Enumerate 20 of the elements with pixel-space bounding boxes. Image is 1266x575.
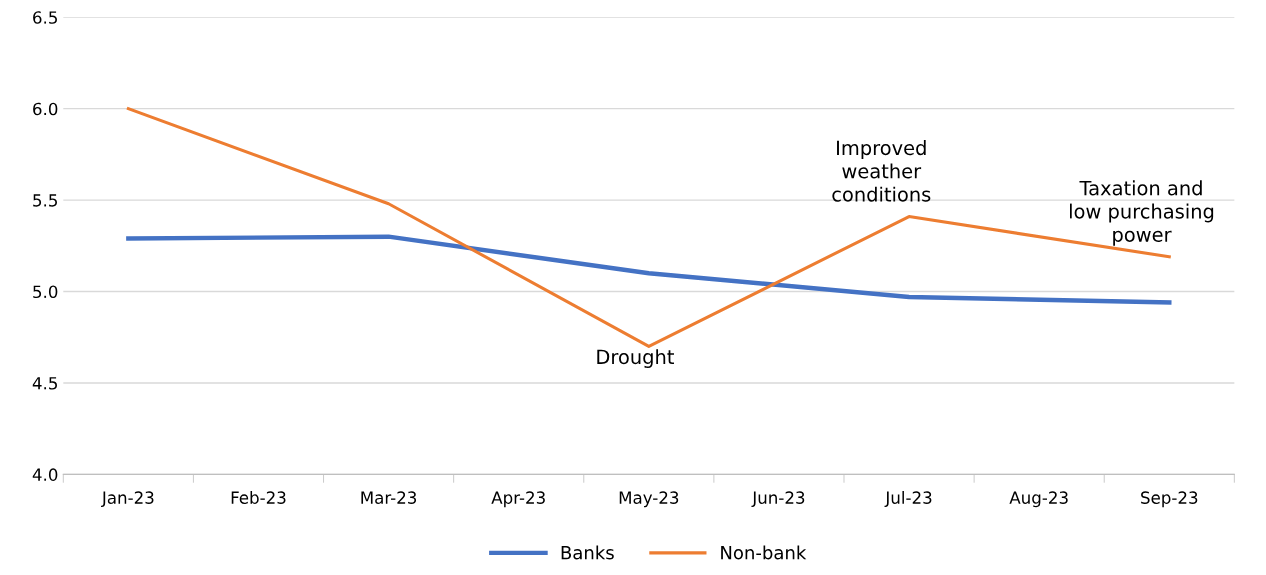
x-tick-label: Jun-23 <box>751 491 805 508</box>
x-tick-label: Aug-23 <box>1009 491 1068 508</box>
x-tick-label: Sep-23 <box>1141 491 1198 508</box>
y-tick-label: 6.5 <box>33 11 57 24</box>
annotation: Improved weather conditions <box>832 140 931 202</box>
y-tick-label: 5.5 <box>33 194 57 207</box>
y-tick-label: 5.0 <box>33 285 58 299</box>
x-tick-label: Jul-23 <box>884 491 932 508</box>
y-tick-label: 6.0 <box>33 102 58 116</box>
x-tick-label: Feb-23 <box>231 491 286 504</box>
legend-label: Banks <box>561 545 614 560</box>
annotation: Taxation and low purchasing power <box>1069 180 1214 246</box>
x-tick-label: Jan-23 <box>101 491 154 508</box>
y-tick-label: 4.5 <box>32 377 57 390</box>
x-tick-label: May-23 <box>619 491 679 508</box>
x-tick-label: Apr-23 <box>491 491 545 508</box>
x-tick-label: Mar-23 <box>361 491 417 504</box>
annotation: Drought <box>597 349 674 368</box>
legend-label: Non-bank <box>721 545 807 560</box>
y-tick-label: 4.0 <box>32 468 58 481</box>
